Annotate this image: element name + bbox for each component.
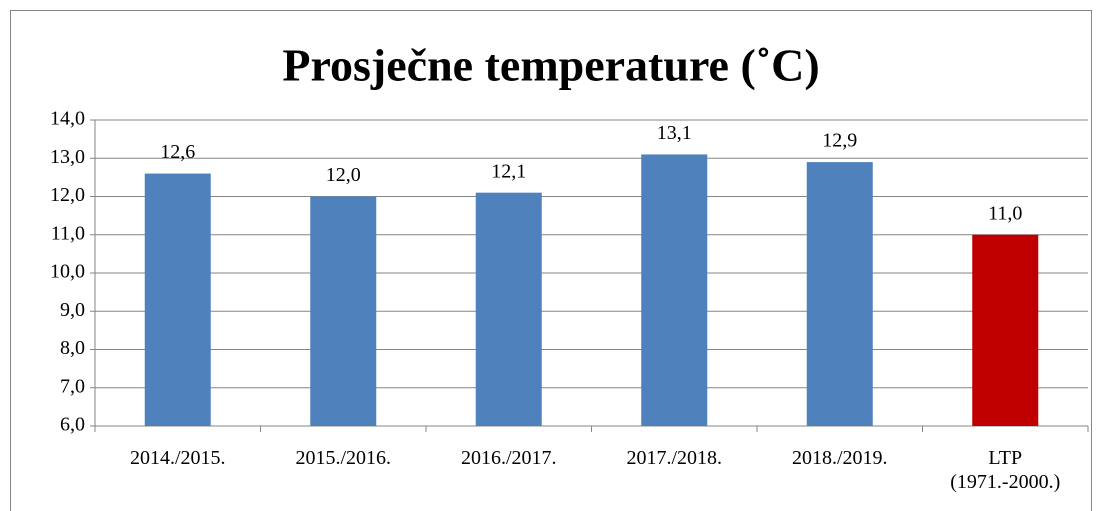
y-tick-label: 14,0 [50, 108, 85, 130]
x-tick-label: 2015./2016. [295, 447, 392, 469]
y-tick-label: 12,0 [50, 184, 85, 206]
value-label: 12,1 [491, 160, 526, 182]
bar [806, 162, 873, 426]
bar [475, 192, 542, 426]
y-tick-label: 7,0 [60, 375, 85, 397]
value-label: 12,6 [160, 141, 195, 163]
x-tick-label: 2018./2019. [791, 447, 888, 469]
y-tick-label: 9,0 [60, 299, 85, 321]
y-tick-label: 13,0 [50, 146, 85, 168]
y-tick-label: 11,0 [51, 222, 85, 244]
bar [144, 173, 211, 426]
bar [310, 196, 377, 426]
chart-frame [10, 10, 1092, 511]
y-tick-label: 10,0 [50, 261, 85, 283]
value-label: 12,9 [822, 130, 857, 152]
chart-title: Prosječne temperature (˚C) [282, 40, 819, 91]
value-label: 11,0 [988, 202, 1022, 224]
x-tick-label: LTP (1971.-2000.) [950, 447, 1061, 493]
value-label: 13,1 [657, 122, 692, 144]
bar [641, 154, 708, 427]
x-tick-label: 2014./2015. [129, 447, 226, 469]
bar [972, 234, 1039, 426]
y-tick-label: 8,0 [60, 337, 85, 359]
x-tick-label: 2017./2018. [626, 447, 723, 469]
x-tick-label: 2016./2017. [460, 447, 557, 469]
y-tick-label: 6,0 [60, 414, 85, 436]
value-label: 12,0 [326, 164, 361, 186]
